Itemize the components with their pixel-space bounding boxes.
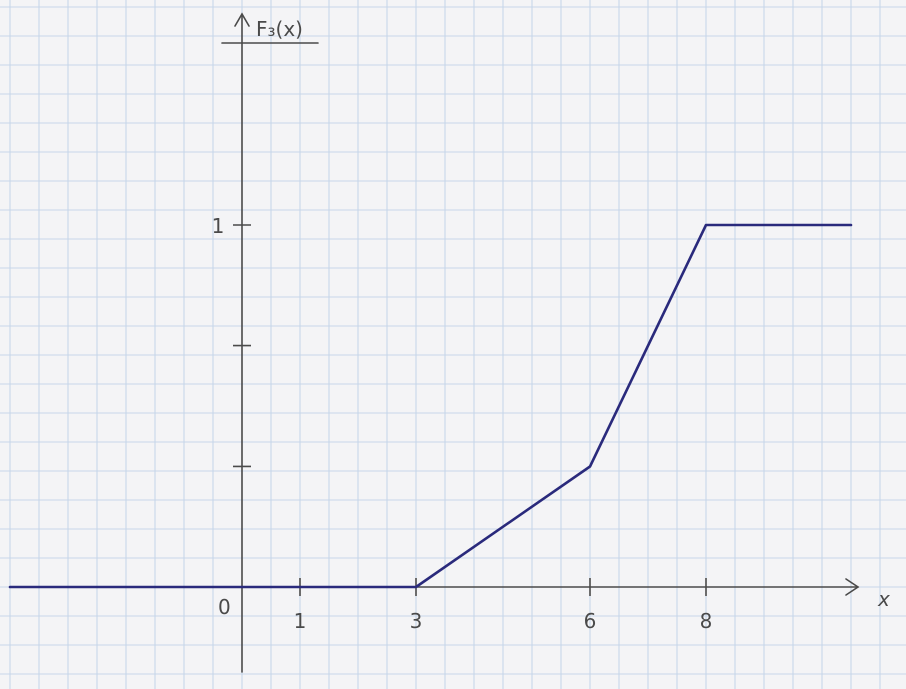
x-axis-arrow-icon: [845, 578, 860, 596]
y-axis-arrow-icon: [234, 12, 250, 27]
y-tick-label: 1: [212, 214, 225, 238]
x-tick-label: 8: [700, 609, 713, 633]
x-tick-label: 1: [294, 609, 307, 633]
series-line: [8, 223, 853, 589]
x-tick-label: 3: [410, 609, 423, 633]
axes: [23, 12, 860, 673]
ticks: 1 3 6 8 1: [212, 214, 713, 633]
origin-label: 0: [218, 595, 231, 619]
x-tick-label: 6: [584, 609, 597, 633]
y-axis-label: F₃(x): [256, 17, 303, 41]
x-axis-label: x: [877, 587, 890, 611]
